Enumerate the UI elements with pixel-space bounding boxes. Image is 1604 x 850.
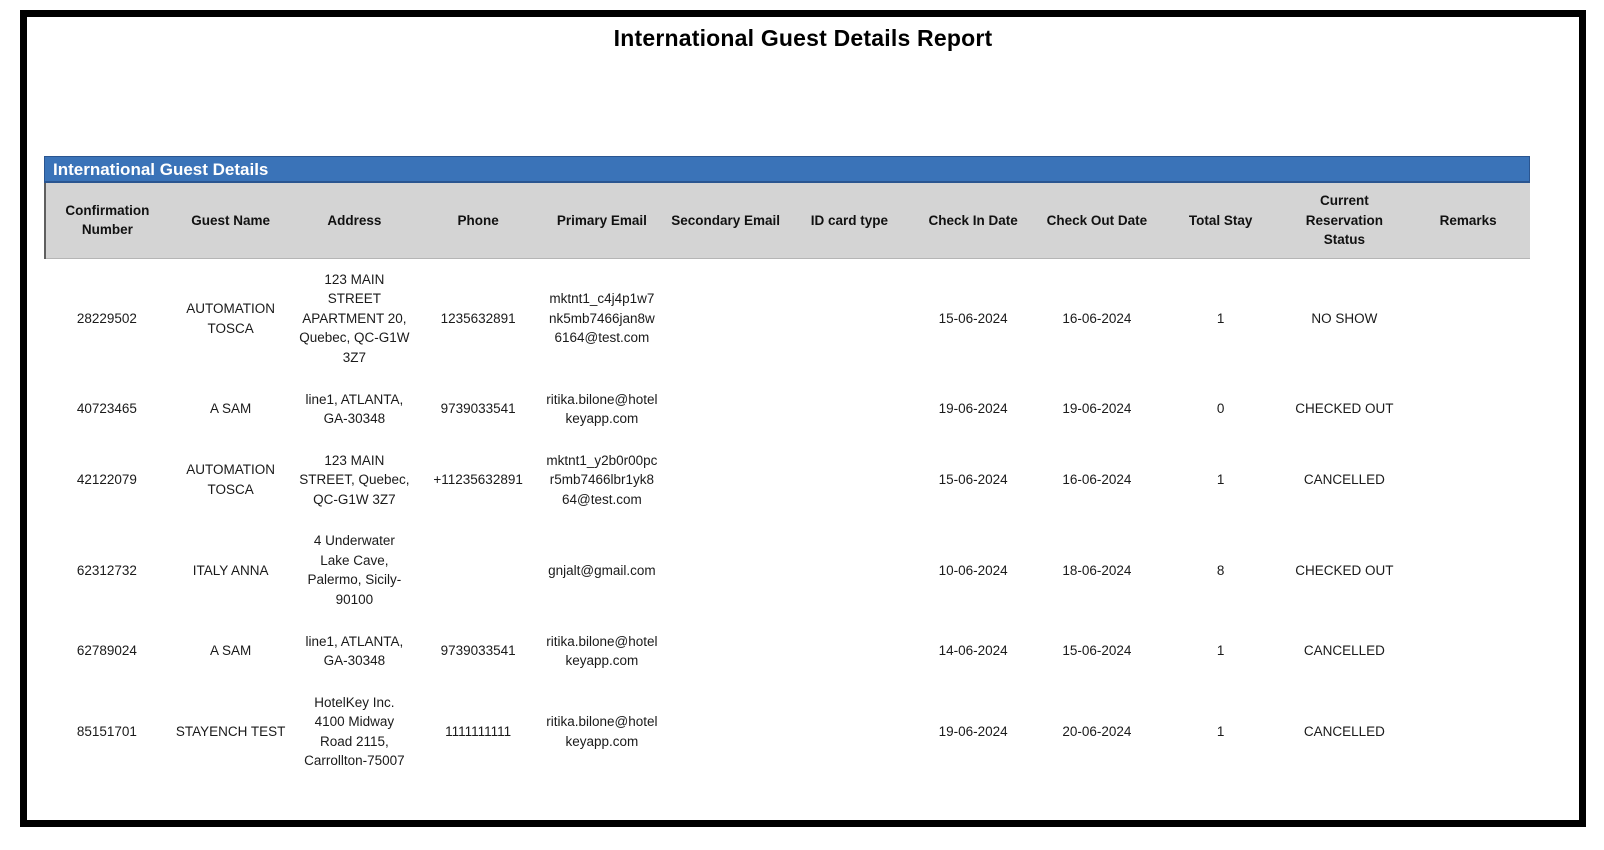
table-cell — [788, 258, 912, 378]
table-cell: gnjalt@gmail.com — [548, 562, 656, 578]
table-header-row: Confirmation Number Guest Name Address Phon… — [45, 183, 1530, 259]
table-row: 62789024 A SAM line1, ATLANTA, GA-30348 973… — [45, 621, 1530, 682]
table-cell — [1406, 258, 1530, 378]
table-cell — [788, 520, 912, 620]
table-cell — [664, 258, 788, 378]
table-cell: AUTOMATION TOSCA — [186, 301, 275, 336]
table-cell — [664, 379, 788, 440]
table-cell — [1406, 379, 1530, 440]
table-cell: 10-06-2024 — [938, 562, 1008, 578]
table-cell — [416, 520, 540, 620]
guest-details-section: International Guest Details Confirmation… — [44, 156, 1530, 782]
table-cell: 15-06-2024 — [938, 472, 1008, 488]
table-cell — [664, 682, 788, 782]
report-page: International Guest Details Report Inter… — [20, 10, 1586, 827]
column-header-id-card-type: ID card type — [787, 183, 912, 259]
table-cell: ritika.bilone@hotelkeyapp.com — [546, 391, 658, 427]
table-cell — [1406, 621, 1530, 682]
table-cell: 9739033541 — [440, 643, 516, 659]
table-cell: CANCELLED — [1303, 472, 1385, 488]
table-cell: 28229502 — [76, 310, 137, 326]
column-header-current-reservation-status: Current Reservation Status — [1282, 183, 1407, 259]
table-cell — [664, 621, 788, 682]
report-title: International Guest Details Report — [613, 25, 993, 51]
column-header-remarks: Remarks — [1406, 183, 1530, 259]
table-cell: 18-06-2024 — [1062, 562, 1132, 578]
table-cell: mktnt1_y2b0r00pcr5mb7466lbr1yk864@test.c… — [546, 452, 658, 507]
table-cell: 1 — [1216, 724, 1225, 740]
table-cell: 1 — [1216, 472, 1225, 488]
table-cell: 19-06-2024 — [1062, 401, 1132, 417]
table-body: 28229502 AUTOMATION TOSCA 123 MAIN STREET … — [45, 258, 1530, 782]
table-cell — [1406, 440, 1530, 521]
table-cell: AUTOMATION TOSCA — [186, 462, 275, 497]
table-cell — [1406, 520, 1530, 620]
table-cell: 0 — [1216, 401, 1225, 417]
table-cell — [788, 379, 912, 440]
table-cell: CHECKED OUT — [1295, 401, 1394, 417]
table-cell: 123 MAIN STREET, Quebec, QC-G1W 3Z7 — [299, 452, 410, 507]
table-row: 40723465 A SAM line1, ATLANTA, GA-30348 973… — [45, 379, 1530, 440]
table-row: 62312732 ITALY ANNA 4 Underwater Lake Cave… — [45, 520, 1530, 620]
table-cell: +11235632891 — [433, 472, 523, 488]
table-cell: A SAM — [209, 401, 252, 417]
table-cell: A SAM — [209, 643, 252, 659]
table-cell: 40723465 — [76, 401, 137, 417]
table-cell: 62789024 — [76, 643, 137, 659]
table-cell: 15-06-2024 — [938, 310, 1008, 326]
column-header-secondary-email: Secondary Email — [663, 183, 788, 259]
table-cell: 8 — [1216, 562, 1225, 578]
table-cell: ritika.bilone@hotelkeyapp.com — [546, 633, 658, 669]
table-row: 42122079 AUTOMATION TOSCA 123 MAIN STREET,… — [45, 440, 1530, 521]
table-cell: CHECKED OUT — [1295, 562, 1394, 578]
column-header-guest-name: Guest Name — [168, 183, 293, 259]
table-cell: 1235632891 — [440, 310, 516, 326]
table-cell: line1, ATLANTA, GA-30348 — [305, 633, 404, 669]
table-cell: line1, ATLANTA, GA-30348 — [305, 391, 404, 427]
table-row: 28229502 AUTOMATION TOSCA 123 MAIN STREET … — [45, 258, 1530, 378]
column-header-check-out-date: Check Out Date — [1035, 183, 1159, 259]
table-cell — [1406, 682, 1530, 782]
table-cell: 16-06-2024 — [1062, 310, 1132, 326]
table-cell — [788, 440, 912, 521]
table-cell: ritika.bilone@hotelkeyapp.com — [546, 714, 658, 749]
table-cell: ITALY ANNA — [192, 562, 269, 578]
column-header-check-in-date: Check In Date — [911, 183, 1035, 259]
column-header-address: Address — [292, 183, 417, 259]
column-header-confirmation-number: Confirmation Number — [45, 183, 169, 259]
guest-details-table: Confirmation Number Guest Name Address Phon… — [44, 183, 1530, 782]
table-cell: 1 — [1216, 310, 1225, 326]
table-cell: 14-06-2024 — [938, 643, 1008, 659]
table-cell: CANCELLED — [1303, 643, 1385, 659]
column-header-primary-email: Primary Email — [540, 183, 664, 259]
table-cell: 62312732 — [76, 562, 137, 578]
table-cell: 9739033541 — [440, 401, 516, 417]
table-cell: 85151701 — [76, 724, 137, 740]
section-title: International Guest Details — [53, 160, 269, 179]
table-cell: mktnt1_c4j4p1w7nk5mb7466jan8w6164@test.c… — [548, 291, 655, 346]
table-cell: 15-06-2024 — [1062, 643, 1132, 659]
table-cell: 123 MAIN STREET APARTMENT 20, Quebec, QC… — [299, 271, 410, 365]
table-cell — [664, 440, 788, 521]
table-cell — [788, 621, 912, 682]
column-header-phone: Phone — [416, 183, 540, 259]
table-row: 85151701 STAYENCH TEST HotelKey Inc. 4100 … — [45, 682, 1530, 782]
column-header-total-stay: Total Stay — [1158, 183, 1283, 259]
table-cell — [664, 520, 788, 620]
table-cell: 1111111111 — [445, 724, 512, 740]
table-cell: 16-06-2024 — [1062, 472, 1132, 488]
table-cell: 42122079 — [76, 472, 137, 488]
table-cell: STAYENCH TEST — [175, 724, 286, 740]
table-cell: 19-06-2024 — [938, 401, 1008, 417]
table-header: Confirmation Number Guest Name Address Phon… — [45, 183, 1530, 259]
table-cell: HotelKey Inc. 4100 Midway Road 2115, Car… — [304, 694, 405, 769]
table-cell: 4 Underwater Lake Cave, Palermo, Sicily-… — [307, 533, 402, 607]
table-cell: 20-06-2024 — [1062, 724, 1132, 740]
section-header-bar: International Guest Details — [44, 156, 1530, 183]
table-cell: CANCELLED — [1303, 724, 1385, 740]
table-cell: 1 — [1216, 643, 1225, 659]
table-cell: 19-06-2024 — [938, 724, 1008, 740]
table-cell: NO SHOW — [1311, 310, 1378, 326]
table-cell — [788, 682, 912, 782]
